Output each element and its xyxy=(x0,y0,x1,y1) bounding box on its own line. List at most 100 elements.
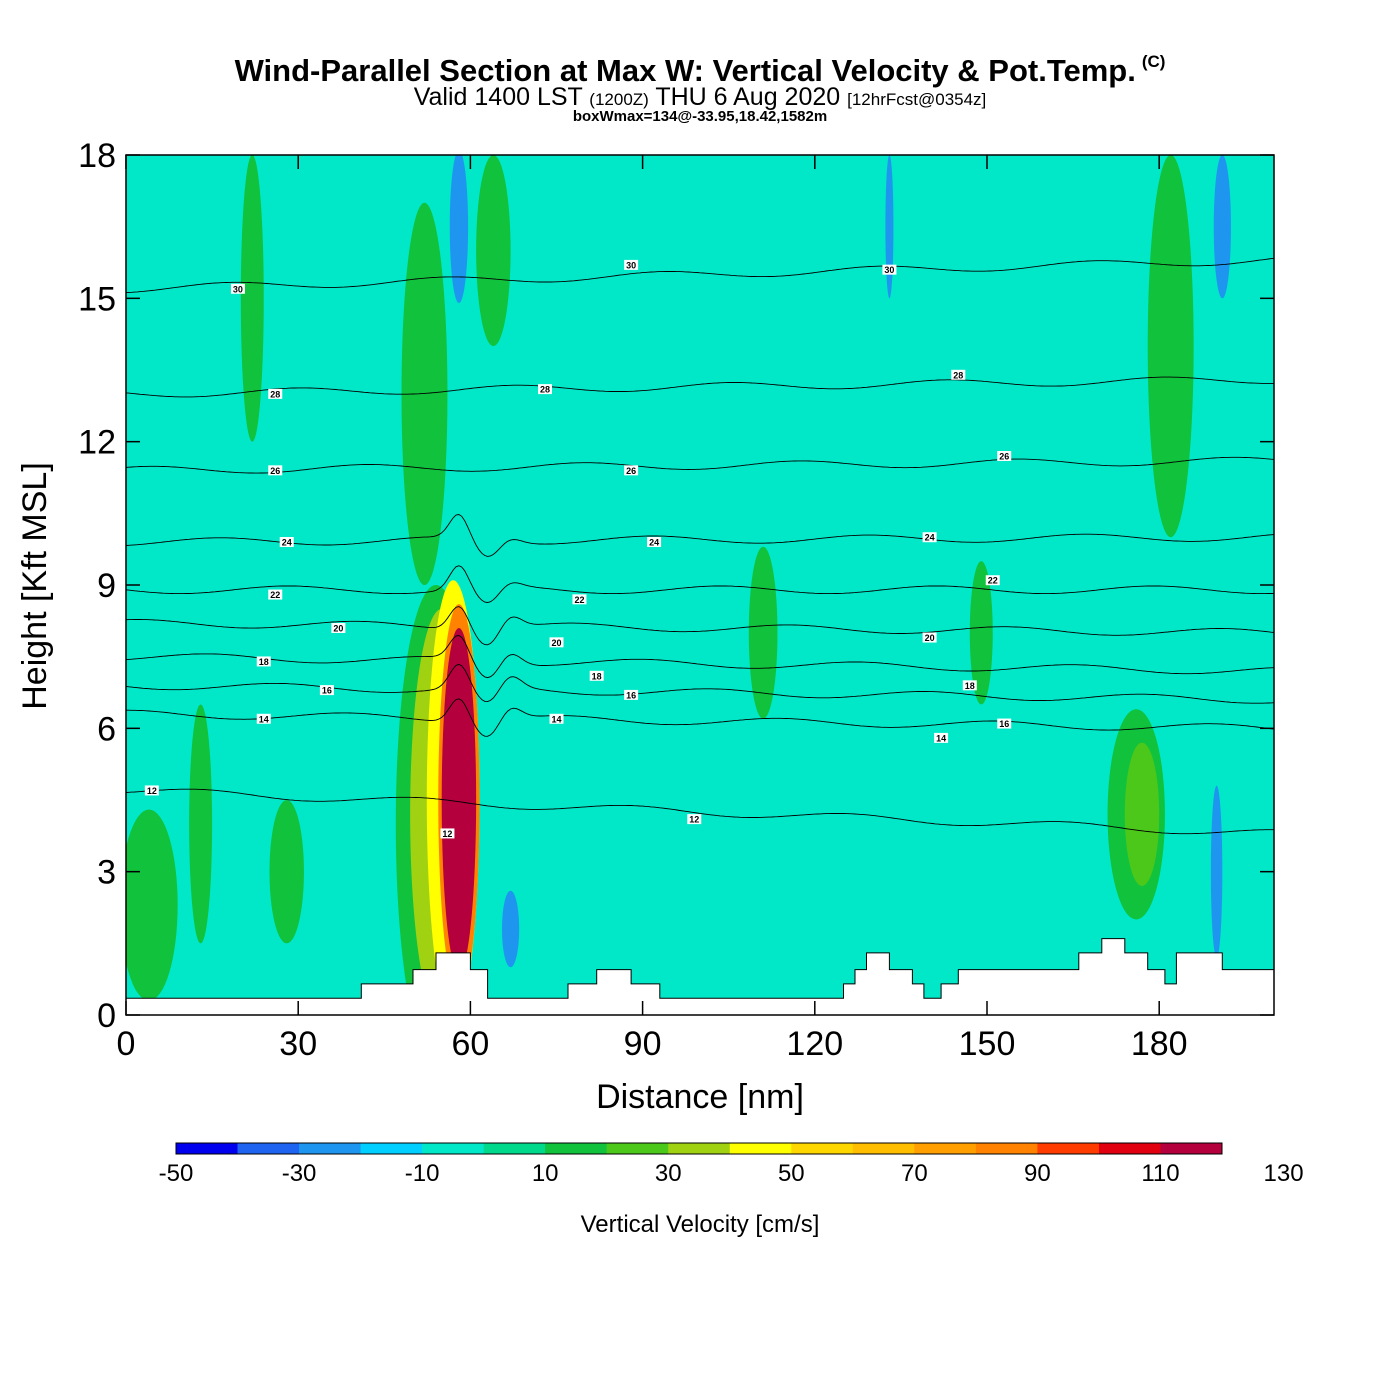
velocity-region xyxy=(929,226,1045,514)
theta-label-text: 20 xyxy=(925,633,935,643)
velocity-region xyxy=(240,155,264,442)
label-background xyxy=(922,532,937,543)
theta-contour-label: 24 xyxy=(647,537,662,548)
theta-contour-label: 16 xyxy=(624,689,639,700)
velocity-region xyxy=(286,155,345,442)
label-background xyxy=(934,732,949,743)
label-background xyxy=(962,680,977,691)
velocity-region xyxy=(1147,155,1194,538)
theta-contour-label: 22 xyxy=(268,589,283,600)
velocity-region xyxy=(449,155,469,304)
theta-label-text: 12 xyxy=(689,815,699,825)
theta-contour-label: 16 xyxy=(319,685,334,696)
theta-label-text: 16 xyxy=(322,686,332,696)
label-background xyxy=(538,384,553,395)
velocity-region xyxy=(1213,155,1231,299)
colorbar-swatch xyxy=(791,1143,854,1154)
theta-label-text: 12 xyxy=(147,786,157,796)
theta-label-text: 14 xyxy=(259,714,269,724)
box-wmax-info: boxWmax=134@-33.95,18.42,1582m xyxy=(572,108,828,125)
theta-contour-label: 28 xyxy=(268,388,283,399)
y-tick-label: 9 xyxy=(97,567,116,605)
x-tick-label: 150 xyxy=(959,1025,1016,1063)
y-tick-label: 12 xyxy=(78,424,116,462)
colorbar-swatch xyxy=(975,1143,1038,1154)
label-background xyxy=(687,814,702,825)
x-axis-label: Distance [nm] xyxy=(596,1078,804,1116)
theta-label-text: 20 xyxy=(333,624,343,634)
label-background xyxy=(268,465,283,476)
theta-label-text: 24 xyxy=(649,538,659,548)
velocity-region xyxy=(642,800,758,963)
theta-label-text: 24 xyxy=(925,533,935,543)
label-background xyxy=(279,537,294,547)
theta-label-text: 28 xyxy=(953,370,963,380)
theta-contour-line xyxy=(126,565,1274,603)
theta-label-text: 22 xyxy=(988,576,998,586)
theta-label-text: 18 xyxy=(592,671,602,681)
label-background xyxy=(256,713,271,724)
x-tick-label: 30 xyxy=(279,1025,317,1063)
label-background xyxy=(549,713,564,724)
velocity-region xyxy=(648,183,729,337)
velocity-region xyxy=(748,546,778,719)
subtitle-valid: Valid 1400 LST xyxy=(413,83,583,111)
velocity-region xyxy=(885,155,894,299)
theta-contour-line xyxy=(126,376,1274,398)
theta-label-text: 14 xyxy=(551,714,561,724)
theta-contour-line xyxy=(126,514,1274,557)
label-background xyxy=(997,451,1012,461)
colorbar-swatch xyxy=(237,1143,300,1154)
velocity-region xyxy=(269,800,304,944)
chart-title: Wind-Parallel Section at Max W: Vertical… xyxy=(0,52,1400,89)
colorbar-swatch xyxy=(914,1143,977,1154)
label-background xyxy=(440,828,455,839)
theta-label-text: 28 xyxy=(270,389,280,399)
label-background xyxy=(882,264,897,275)
colorbar-tick-label: 130 xyxy=(1264,1160,1304,1187)
theta-contour-label: 12 xyxy=(440,828,455,839)
theta-contour-label: 28 xyxy=(538,384,553,395)
colorbar-tick-label: 10 xyxy=(532,1160,559,1187)
colorbar-swatch xyxy=(668,1143,731,1154)
theta-label-text: 30 xyxy=(233,284,243,294)
x-tick-label: 0 xyxy=(117,1025,136,1063)
velocity-fill-layer xyxy=(126,155,1234,1015)
theta-contour-label: 20 xyxy=(549,637,564,648)
velocity-region xyxy=(126,809,178,1001)
theta-contour-line xyxy=(126,606,1274,646)
velocity-region xyxy=(445,656,473,944)
theta-label-text: 16 xyxy=(999,719,1009,729)
theta-label-text: 30 xyxy=(626,260,636,270)
theta-label-text: 16 xyxy=(626,690,636,700)
theta-contour-label: 18 xyxy=(256,656,271,667)
subtitle-date: THU 6 Aug 2020 xyxy=(655,83,841,111)
theta-label-text: 18 xyxy=(965,681,975,691)
theta-label-text: 22 xyxy=(574,595,584,605)
theta-contour-label: 18 xyxy=(589,670,604,681)
velocity-region xyxy=(1210,785,1223,958)
colorbar-tick-label: -30 xyxy=(282,1160,317,1187)
colorbar-swatch xyxy=(299,1143,361,1154)
label-background xyxy=(268,589,283,600)
theta-contour-label: 12 xyxy=(144,785,159,796)
label-background xyxy=(997,718,1012,729)
theta-contour-label: 26 xyxy=(997,451,1012,462)
theta-label-text: 26 xyxy=(626,466,636,476)
theta-contour-line xyxy=(126,456,1274,474)
velocity-region xyxy=(533,188,603,428)
theta-label-text: 28 xyxy=(540,385,550,395)
colorbar-tick-label: 30 xyxy=(655,1160,682,1187)
label-background xyxy=(268,388,283,399)
velocity-region xyxy=(189,704,213,944)
theta-contour-label: 20 xyxy=(922,632,937,643)
label-background xyxy=(256,656,271,667)
theta-label-text: 12 xyxy=(442,829,452,839)
colorbar-tick-label: 70 xyxy=(901,1160,928,1187)
colorbar-frame xyxy=(175,1142,1223,1155)
y-tick-label: 15 xyxy=(78,280,116,318)
x-tick-label: 90 xyxy=(624,1025,662,1063)
x-tick-label: 180 xyxy=(1131,1025,1188,1063)
y-tick-label: 6 xyxy=(97,710,116,748)
theta-contour-label: 30 xyxy=(882,264,897,275)
